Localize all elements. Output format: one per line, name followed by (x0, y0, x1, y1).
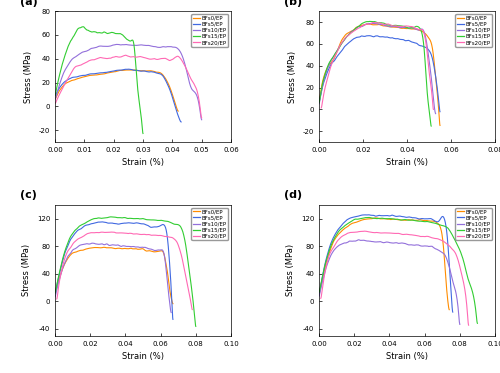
X-axis label: Strain (%): Strain (%) (386, 159, 428, 167)
Text: (a): (a) (20, 0, 38, 7)
Legend: BFs0/EP, BFs5/EP, BFs10/EP, BFs15/EP, BFs20/EP: BFs0/EP, BFs5/EP, BFs10/EP, BFs15/EP, BF… (192, 14, 228, 47)
Legend: BFs0/EP, BFs5/EP, BFs10/EP, BFs15/EP, BFs20/EP: BFs0/EP, BFs5/EP, BFs10/EP, BFs15/EP, BF… (192, 208, 228, 241)
Y-axis label: Stress (MPa): Stress (MPa) (22, 244, 31, 296)
Y-axis label: Stress (MPa): Stress (MPa) (286, 244, 295, 296)
Y-axis label: Stress (MPa): Stress (MPa) (288, 51, 297, 103)
Text: (d): (d) (284, 190, 302, 200)
Legend: BFs0/EP, BFs5/EP, BFs10/EP, BFs15/EP, BFs20/EP: BFs0/EP, BFs5/EP, BFs10/EP, BFs15/EP, BF… (456, 14, 492, 47)
X-axis label: Strain (%): Strain (%) (386, 352, 428, 361)
Legend: BFs0/EP, BFs5/EP, BFs10/EP, BFs15/EP, BFs20/EP: BFs0/EP, BFs5/EP, BFs10/EP, BFs15/EP, BF… (456, 208, 492, 241)
Text: (c): (c) (20, 190, 36, 200)
Y-axis label: Stress (MPa): Stress (MPa) (24, 51, 33, 103)
Text: (b): (b) (284, 0, 302, 7)
X-axis label: Strain (%): Strain (%) (122, 159, 164, 167)
X-axis label: Strain (%): Strain (%) (122, 352, 164, 361)
